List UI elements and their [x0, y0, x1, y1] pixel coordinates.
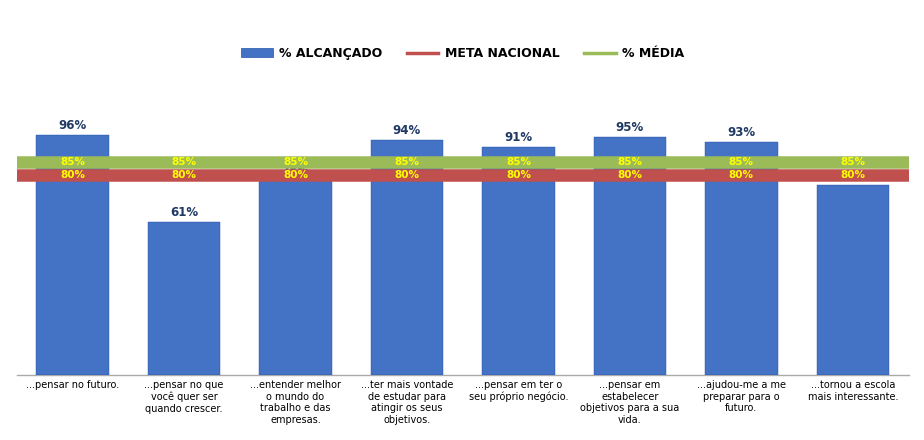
Text: 61%: 61%: [170, 206, 198, 219]
Text: 85%: 85%: [840, 157, 865, 167]
Text: 85%: 85%: [506, 157, 531, 167]
Text: 85%: 85%: [729, 157, 754, 167]
Bar: [148, 222, 220, 374]
Text: 94%: 94%: [393, 124, 421, 137]
Text: 93%: 93%: [727, 126, 756, 139]
Bar: [482, 147, 554, 374]
Text: 80%: 80%: [395, 170, 419, 180]
Bar: [36, 135, 109, 374]
Bar: [371, 140, 444, 374]
Text: 85%: 85%: [395, 157, 419, 167]
Text: 78%: 78%: [282, 164, 310, 177]
Text: 80%: 80%: [617, 170, 642, 180]
Bar: [260, 180, 332, 374]
Text: 85%: 85%: [283, 157, 308, 167]
Text: 80%: 80%: [729, 170, 754, 180]
Text: 80%: 80%: [60, 170, 85, 180]
Text: 80%: 80%: [172, 170, 197, 180]
Text: 76%: 76%: [839, 169, 867, 182]
Text: 85%: 85%: [60, 157, 85, 167]
Text: 95%: 95%: [615, 121, 644, 134]
Text: 85%: 85%: [172, 157, 197, 167]
Text: 80%: 80%: [506, 170, 531, 180]
Bar: [593, 137, 666, 374]
Text: 80%: 80%: [840, 170, 865, 180]
Text: 80%: 80%: [283, 170, 308, 180]
Text: 96%: 96%: [58, 119, 87, 132]
Text: 85%: 85%: [617, 157, 642, 167]
Bar: [705, 142, 778, 374]
Text: 91%: 91%: [505, 131, 532, 144]
Legend: % ALCANÇADO, META NACIONAL, % MÉDIA: % ALCANÇADO, META NACIONAL, % MÉDIA: [237, 42, 689, 65]
Bar: [817, 185, 889, 374]
